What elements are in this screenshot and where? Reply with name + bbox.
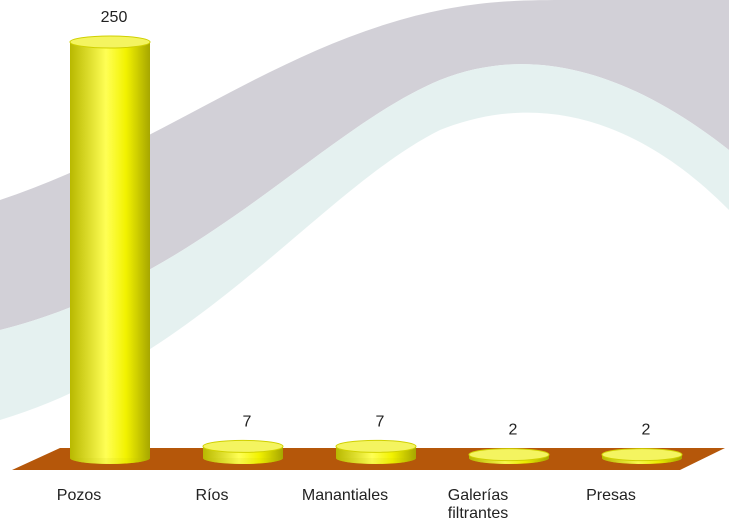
data-label: 2 (509, 422, 518, 439)
bar (70, 42, 150, 458)
data-label: 7 (376, 413, 385, 430)
x-tick-label: Pozos (56, 487, 102, 504)
x-tick-label: Ríos (195, 487, 229, 504)
data-label: 2 (642, 422, 651, 439)
x-tick-label: Manantiales (301, 487, 389, 504)
bar-base-front (336, 452, 416, 464)
bar-top (335, 439, 417, 453)
bar-base-front (70, 452, 150, 464)
bar-top (468, 448, 550, 462)
background-swoosh-gray (0, 0, 729, 330)
data-label: 7 (243, 413, 252, 430)
bar-top (601, 448, 683, 462)
bar-base-front (203, 452, 283, 464)
bar-top (202, 439, 284, 453)
x-tick-label: Presas (586, 487, 636, 504)
x-tick-label: Galerías filtrantes (447, 487, 509, 522)
data-label: 250 (101, 9, 128, 26)
bar-top (69, 35, 151, 49)
